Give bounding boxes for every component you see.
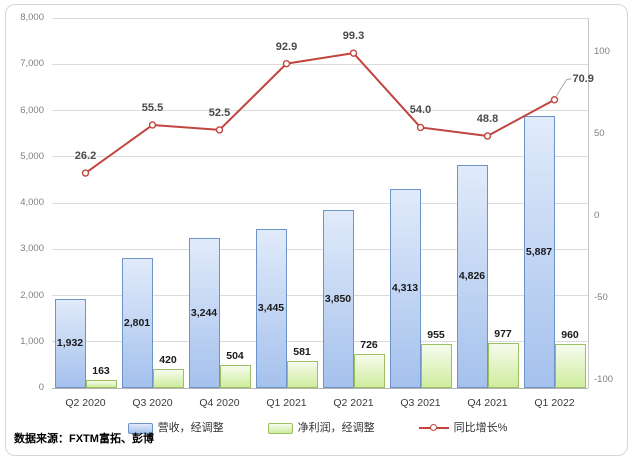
right-axis-tick-label: 100 xyxy=(594,46,610,57)
revenue-value-label: 5,887 xyxy=(525,245,553,258)
legend-label-revenue: 营收，经调整 xyxy=(157,422,224,434)
growth-line-swatch-dot xyxy=(429,424,437,431)
left-axis-tick-label: 4,000 xyxy=(20,197,44,208)
gridline xyxy=(52,341,588,343)
growth-value-label: 70.9 xyxy=(572,72,594,85)
legend-item-growth: 同比增长% xyxy=(418,421,508,435)
bar-profit xyxy=(85,380,117,388)
growth-value-label: 52.5 xyxy=(208,106,231,119)
x-axis-label: Q1 2022 xyxy=(534,397,575,409)
legend-label-profit: 净利润，经调整 xyxy=(297,422,375,434)
bar-profit xyxy=(420,343,452,388)
right-axis-tick-label: -100 xyxy=(594,374,614,385)
revenue-swatch-icon xyxy=(127,422,153,434)
growth-value-label: 55.5 xyxy=(141,101,164,114)
profit-value-label: 581 xyxy=(293,346,311,359)
right-axis-tick-label: -50 xyxy=(594,292,608,303)
x-axis-label: Q4 2020 xyxy=(199,397,240,409)
gridline xyxy=(52,17,588,19)
gridline xyxy=(52,202,588,204)
revenue-value-label: 4,313 xyxy=(391,282,419,295)
legend: 营收，经调整 净利润，经调整 同比增长% xyxy=(0,421,635,435)
source-note: 数据来源：FXTM富拓、彭博 xyxy=(14,433,154,445)
revenue-value-label: 4,826 xyxy=(458,270,486,283)
left-axis-tick-label: 3,000 xyxy=(20,243,44,255)
bar-revenue xyxy=(188,237,220,388)
bar-revenue xyxy=(322,209,354,388)
bar-revenue xyxy=(456,164,488,388)
bar-profit xyxy=(353,354,385,388)
x-axis-label: Q2 2020 xyxy=(65,397,106,409)
bar-revenue xyxy=(255,228,287,388)
right-axis-tick-label: 0 xyxy=(594,210,600,221)
x-axis-label: Q2 2021 xyxy=(333,397,374,409)
legend-label-growth: 同比增长% xyxy=(453,422,508,434)
bar-revenue xyxy=(54,298,86,388)
revenue-value-label: 3,445 xyxy=(257,302,285,315)
x-axis-label: Q1 2021 xyxy=(266,397,307,409)
left-axis-tick-label: 6,000 xyxy=(20,104,44,116)
gridline xyxy=(52,248,588,250)
right-axis-line xyxy=(588,18,589,388)
bar-revenue xyxy=(389,188,421,388)
left-axis-tick-label: 5,000 xyxy=(20,150,44,162)
revenue-value-label: 3,850 xyxy=(324,292,352,305)
profit-value-label: 504 xyxy=(226,349,244,362)
x-axis-label: Q3 2020 xyxy=(132,397,173,409)
bar-revenue xyxy=(121,258,153,388)
legend-item-profit: 净利润，经调整 xyxy=(267,421,375,435)
gridline xyxy=(52,387,588,389)
bar-profit xyxy=(554,343,586,388)
bar-profit xyxy=(219,364,251,388)
profit-value-label: 163 xyxy=(92,365,110,378)
left-axis-tick-label: 2,000 xyxy=(20,289,44,301)
legend-item-revenue: 营收，经调整 xyxy=(127,421,224,435)
bar-profit xyxy=(487,342,519,388)
left-axis-tick-label: 0 xyxy=(38,382,44,393)
growth-value-label: 48.8 xyxy=(476,112,499,125)
profit-value-label: 955 xyxy=(427,328,445,341)
right-axis-tick-label: 50 xyxy=(594,128,605,139)
growth-value-label: 92.9 xyxy=(275,40,298,53)
left-axis-tick-label: 7,000 xyxy=(20,58,44,70)
x-axis-label: Q4 2021 xyxy=(467,397,508,409)
revenue-value-label: 2,801 xyxy=(123,317,151,330)
profit-value-label: 420 xyxy=(159,353,177,366)
x-axis-label: Q3 2021 xyxy=(400,397,441,409)
profit-swatch-icon xyxy=(267,422,293,434)
profit-value-label: 726 xyxy=(360,339,378,352)
left-axis-tick-label: 1,000 xyxy=(20,335,44,347)
revenue-value-label: 3,244 xyxy=(190,306,218,319)
growth-value-label: 26.2 xyxy=(74,150,97,163)
profit-value-label: 960 xyxy=(561,328,579,341)
gridline xyxy=(52,295,588,296)
bar-profit xyxy=(286,361,318,388)
growth-value-label: 99.3 xyxy=(342,30,365,43)
profit-value-label: 977 xyxy=(494,327,512,340)
growth-value-label: 54.0 xyxy=(409,104,432,117)
left-axis-tick-label: 8,000 xyxy=(20,12,44,23)
revenue-value-label: 1,932 xyxy=(56,337,84,350)
bar-profit xyxy=(152,368,184,388)
growth-line-swatch-icon xyxy=(418,423,449,434)
